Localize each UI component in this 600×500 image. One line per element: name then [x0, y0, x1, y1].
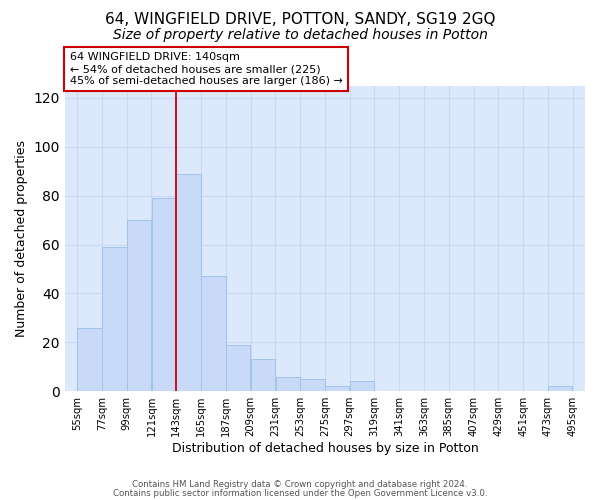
- Text: Contains public sector information licensed under the Open Government Licence v3: Contains public sector information licen…: [113, 489, 487, 498]
- Y-axis label: Number of detached properties: Number of detached properties: [15, 140, 28, 337]
- Bar: [152, 198, 176, 391]
- Bar: [127, 220, 151, 391]
- Text: Size of property relative to detached houses in Potton: Size of property relative to detached ho…: [113, 28, 487, 42]
- Bar: [275, 376, 300, 391]
- Bar: [350, 382, 374, 391]
- Bar: [176, 174, 201, 391]
- Bar: [251, 360, 275, 391]
- Text: 64 WINGFIELD DRIVE: 140sqm
← 54% of detached houses are smaller (225)
45% of sem: 64 WINGFIELD DRIVE: 140sqm ← 54% of deta…: [70, 52, 343, 86]
- Bar: [102, 247, 127, 391]
- X-axis label: Distribution of detached houses by size in Potton: Distribution of detached houses by size …: [172, 442, 478, 455]
- Bar: [300, 379, 325, 391]
- Bar: [325, 386, 349, 391]
- Text: 64, WINGFIELD DRIVE, POTTON, SANDY, SG19 2GQ: 64, WINGFIELD DRIVE, POTTON, SANDY, SG19…: [105, 12, 495, 28]
- Text: Contains HM Land Registry data © Crown copyright and database right 2024.: Contains HM Land Registry data © Crown c…: [132, 480, 468, 489]
- Bar: [77, 328, 102, 391]
- Bar: [548, 386, 572, 391]
- Bar: [201, 276, 226, 391]
- Bar: [226, 345, 250, 391]
